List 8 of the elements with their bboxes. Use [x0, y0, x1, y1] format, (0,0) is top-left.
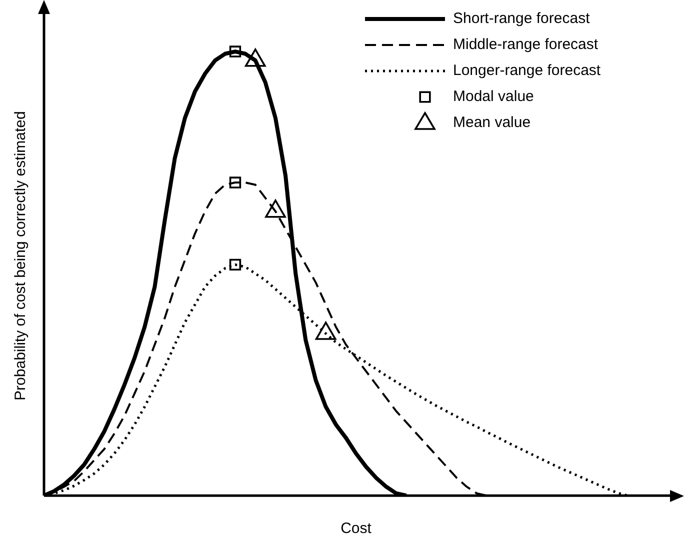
legend-label: Modal value [453, 88, 534, 106]
legend-label: Short-range forecast [453, 10, 591, 28]
point [315, 322, 336, 340]
legend-label: Middle-range forecast [453, 36, 599, 54]
x-axis-title: Cost [340, 520, 372, 538]
y-axis-title: Probability of cost being correctly estimated [12, 111, 30, 400]
legend-label: Longer-range forecast [453, 62, 602, 80]
legend-label: Mean value [453, 114, 531, 132]
